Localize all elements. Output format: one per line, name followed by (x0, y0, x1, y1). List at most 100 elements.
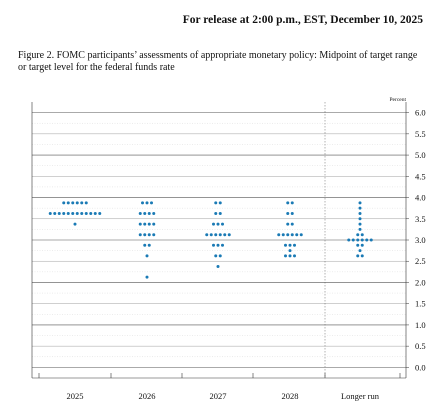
participant-dot (347, 238, 351, 242)
participant-dot (351, 238, 355, 242)
y-tick-label: 0.0 (415, 362, 426, 372)
participant-dot (138, 233, 142, 237)
participant-dot (98, 211, 102, 215)
participant-dot (288, 243, 292, 247)
participant-dot (358, 249, 362, 253)
participant-dot (48, 211, 52, 215)
participant-dot (62, 201, 66, 205)
participant-dot (138, 211, 142, 215)
participant-dot (356, 238, 360, 242)
participant-dot (360, 233, 364, 237)
participant-dot (214, 201, 218, 205)
participant-dot (62, 211, 66, 215)
participant-dot (66, 211, 70, 215)
participant-dot (284, 243, 287, 247)
participant-dot (293, 254, 296, 258)
participant-dot (356, 243, 360, 247)
y-tick-label: 3.5 (415, 214, 426, 224)
participant-dot (369, 238, 373, 242)
participant-dot (152, 222, 156, 226)
participant-dot (216, 243, 220, 247)
participant-dot (66, 201, 70, 205)
participant-dot (299, 233, 303, 237)
figure-title: Figure 2. FOMC participants’ assessments… (18, 50, 418, 73)
participant-dot (147, 233, 151, 237)
y-axis-ticks: 0.0 0.5 1.0 1.5 2.0 2.5 3.0 3.5 4.0 4.5 5.0 5.5 6.0 (406, 108, 426, 372)
participant-dot (218, 201, 222, 205)
participant-dot (75, 201, 79, 205)
y-tick-label: 6.0 (415, 108, 426, 118)
dot-markers (48, 201, 373, 279)
participant-dot (290, 233, 294, 237)
participant-dot (57, 211, 61, 215)
participant-dot (143, 243, 147, 247)
participant-dot (227, 233, 231, 237)
participant-dot (360, 238, 364, 242)
participant-dot (80, 211, 84, 215)
participant-dot (209, 233, 213, 237)
x-tick-label: 2025 (67, 391, 84, 401)
participant-dot (358, 222, 362, 226)
x-tick-label: 2027 (210, 391, 227, 401)
y-tick-label: 3.0 (415, 235, 426, 245)
participant-dot (221, 222, 224, 226)
participant-dot (286, 201, 290, 205)
participant-dot (147, 211, 151, 215)
participant-dot (143, 211, 147, 215)
participant-dot (214, 211, 218, 215)
y-tick-label: 1.0 (415, 320, 426, 330)
participant-dot (358, 217, 362, 221)
participant-dot (205, 233, 209, 237)
participant-dot (358, 227, 362, 231)
participant-dot (293, 243, 296, 247)
y-tick-label: 1.5 (415, 299, 426, 309)
participant-dot (223, 233, 227, 237)
participant-dot (145, 201, 149, 205)
participant-dot (145, 275, 149, 279)
participant-dot (288, 254, 292, 258)
participant-dot (150, 201, 153, 205)
participant-dot (71, 211, 75, 215)
x-tick-label: Longer run (341, 391, 380, 401)
participant-dot (290, 222, 294, 226)
participant-dot (53, 211, 57, 215)
participant-dot (277, 233, 281, 237)
participant-dot (152, 211, 156, 215)
participant-dot (218, 254, 222, 258)
participant-dot (365, 238, 369, 242)
participant-dot (138, 222, 142, 226)
x-axis-ticks: 2025 2026 2027 2028 Longer run (38, 373, 401, 401)
participant-dot (143, 233, 147, 237)
participant-dot (360, 243, 364, 247)
participant-dot (71, 201, 75, 205)
participant-dot (152, 233, 156, 237)
participant-dot (288, 249, 292, 253)
participant-dot (290, 201, 294, 205)
participant-dot (358, 206, 362, 210)
y-tick-label: 4.5 (415, 171, 426, 181)
participant-dot (147, 222, 151, 226)
unit-label: Percent (390, 97, 407, 103)
participant-dot (84, 211, 88, 215)
x-tick-label: 2028 (282, 391, 299, 401)
participant-dot (360, 254, 364, 258)
y-tick-label: 5.0 (415, 150, 426, 160)
participant-dot (89, 211, 93, 215)
participant-dot (286, 222, 290, 226)
participant-dot (73, 222, 77, 226)
participant-dot (147, 243, 151, 247)
participant-dot (221, 243, 224, 247)
participant-dot (286, 233, 290, 237)
gridlines (32, 112, 406, 368)
participant-dot (356, 233, 360, 237)
y-tick-label: 5.5 (415, 129, 426, 139)
participant-dot (216, 265, 220, 269)
participant-dot (84, 201, 88, 205)
participant-dot (284, 254, 287, 258)
participant-dot (141, 201, 144, 205)
participant-dot (281, 233, 285, 237)
release-notice: For release at 2:00 p.m., EST, December … (182, 14, 423, 26)
participant-dot (295, 233, 299, 237)
participant-dot (93, 211, 97, 215)
participant-dot (143, 222, 147, 226)
